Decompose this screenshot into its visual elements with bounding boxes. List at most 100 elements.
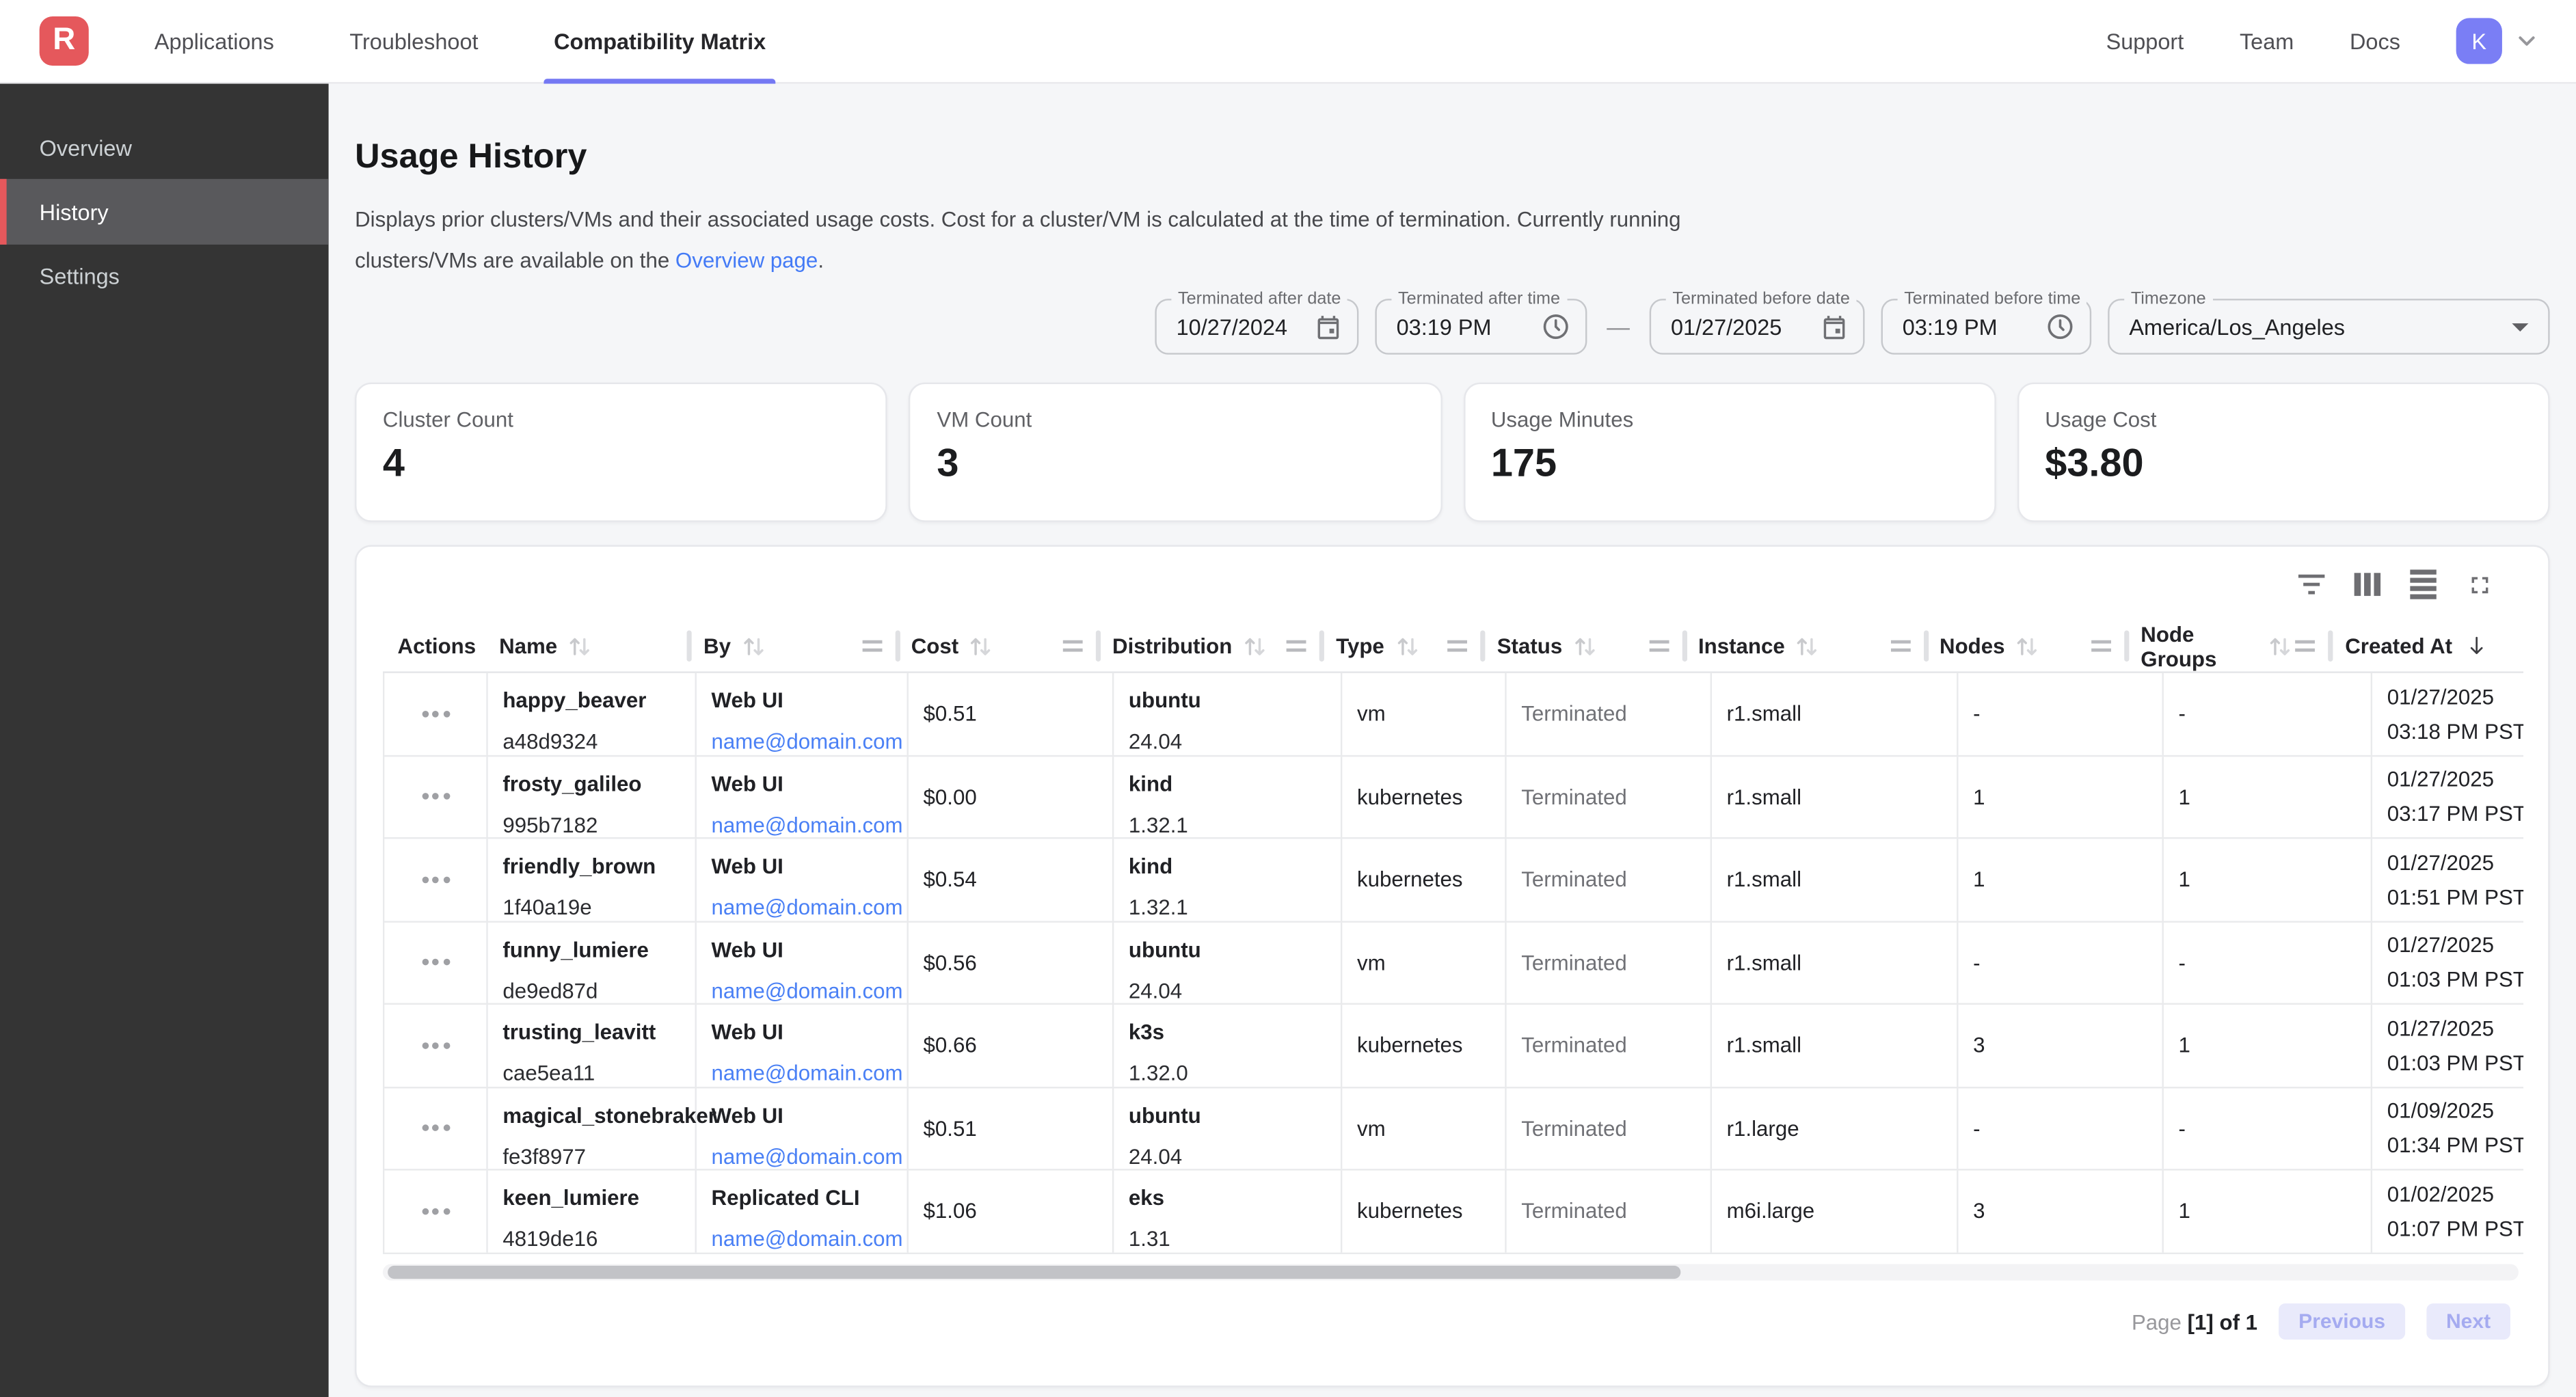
column-header-type[interactable]: Type	[1319, 621, 1483, 671]
column-header-distribution[interactable]: Distribution	[1095, 621, 1321, 671]
page-value: [1] of 1	[2187, 1309, 2258, 1334]
created-by-email-link[interactable]: name@domain.com	[711, 1143, 903, 1168]
cluster-name: funny_lumiere	[502, 936, 649, 962]
column-menu-icon[interactable]	[1447, 640, 1468, 652]
sidebar-item-overview[interactable]: Overview	[39, 135, 132, 161]
nav-link-support[interactable]: Support	[2106, 29, 2184, 54]
distribution-version: 1.32.0	[1128, 1060, 1188, 1085]
sidebar-item-settings[interactable]: Settings	[39, 263, 120, 288]
nav-tab-troubleshoot[interactable]: Troubleshoot	[349, 29, 479, 54]
field-value: 03:19 PM	[1396, 314, 1492, 339]
clock-icon[interactable]	[1541, 312, 1570, 341]
column-header-created-at[interactable]: Created At	[2329, 621, 2524, 671]
account-menu[interactable]: K	[2456, 18, 2540, 64]
stat-card-vm-count: VM Count 3	[909, 382, 1442, 522]
page-description: Displays prior clusters/VMs and their as…	[355, 199, 2550, 281]
created-by-email-link[interactable]: name@domain.com	[711, 729, 903, 754]
row-actions-button[interactable]	[384, 921, 488, 1003]
column-header-status[interactable]: Status	[1480, 621, 1683, 671]
field-label: Terminated before date	[1665, 288, 1857, 309]
nav-link-docs[interactable]: Docs	[2349, 29, 2400, 54]
row-actions-button[interactable]	[384, 1004, 488, 1086]
table-row: keen_lumiere 4819de16 Replicated CLI nam…	[382, 1170, 2524, 1253]
nav-tab-compatibility-matrix[interactable]: Compatibility Matrix	[544, 0, 776, 84]
fullscreen-icon[interactable]	[2466, 571, 2494, 599]
columns-icon[interactable]	[2354, 573, 2381, 596]
row-actions-button[interactable]	[384, 756, 488, 837]
distribution-version: 1.32.1	[1128, 811, 1188, 837]
pagination: Page [1] of 1 Previous Next	[2132, 1303, 2510, 1340]
nav-link-team[interactable]: Team	[2239, 29, 2294, 54]
status-value: Terminated	[1507, 839, 1713, 921]
created-by-email-link[interactable]: name@domain.com	[711, 1226, 903, 1251]
column-header-by[interactable]: By	[687, 621, 896, 671]
row-actions-button[interactable]	[384, 839, 488, 921]
data-table: Actions Name By Cost Distribution	[382, 621, 2524, 1253]
replicated-logo[interactable]: R	[39, 16, 89, 66]
density-icon[interactable]	[2410, 570, 2437, 599]
created-by-source: Web UI	[711, 688, 783, 713]
horizontal-scrollbar-thumb[interactable]	[388, 1265, 1681, 1279]
timezone-select[interactable]: Timezone America/Los_Angeles	[2108, 288, 2550, 355]
column-separator[interactable]	[894, 630, 900, 662]
created-by-email-link[interactable]: name@domain.com	[711, 977, 903, 1003]
sidebar-item-history[interactable]: History	[0, 178, 329, 245]
column-separator[interactable]	[1922, 630, 1929, 662]
column-header-name[interactable]: Name	[484, 621, 688, 671]
cost-value: $0.51	[909, 673, 1114, 755]
created-by-email-link[interactable]: name@domain.com	[711, 895, 903, 920]
row-actions-button[interactable]	[384, 1170, 488, 1252]
row-actions-button[interactable]	[384, 673, 488, 755]
table-header-row: Actions Name By Cost Distribution	[382, 621, 2524, 673]
column-header-nodes[interactable]: Nodes	[1922, 621, 2125, 671]
calendar-icon[interactable]	[1821, 313, 1849, 341]
column-menu-icon[interactable]	[1287, 640, 1306, 652]
created-by-source: Web UI	[711, 1019, 783, 1044]
column-separator[interactable]	[1319, 630, 1325, 662]
type-value: vm	[1342, 1087, 1507, 1169]
filter-icon[interactable]	[2298, 574, 2325, 595]
created-by-email-link[interactable]: name@domain.com	[711, 1060, 903, 1085]
more-horizontal-icon	[421, 793, 450, 800]
node-groups-value: 1	[2164, 1004, 2373, 1086]
overview-page-link[interactable]: Overview page	[675, 247, 818, 273]
row-actions-button[interactable]	[384, 1087, 488, 1169]
terminated-before-date-input[interactable]: Terminated before date 01/27/2025	[1649, 288, 1865, 355]
column-header-instance[interactable]: Instance	[1681, 621, 1924, 671]
nav-tab-applications[interactable]: Applications	[154, 29, 274, 54]
clock-icon[interactable]	[2045, 312, 2075, 341]
terminated-after-date-input[interactable]: Terminated after date 10/27/2024	[1155, 288, 1359, 355]
cost-value: $0.56	[909, 921, 1114, 1003]
column-separator[interactable]	[2329, 630, 2334, 662]
column-menu-icon[interactable]	[2296, 640, 2316, 652]
column-separator[interactable]	[1681, 630, 1687, 662]
column-menu-icon[interactable]	[2091, 640, 2112, 652]
sort-arrows-icon	[739, 634, 768, 658]
created-by-email-link[interactable]: name@domain.com	[711, 811, 903, 837]
table-body: happy_beaver a48d9324 Web UI name@domain…	[382, 673, 2524, 1253]
column-separator[interactable]	[1095, 630, 1101, 662]
column-menu-icon[interactable]	[1890, 640, 1910, 652]
column-separator[interactable]	[1480, 630, 1486, 662]
calendar-icon[interactable]	[1314, 313, 1342, 341]
column-separator[interactable]	[2124, 630, 2130, 662]
filter-range-separator: —	[1607, 313, 1630, 340]
terminated-after-time-input[interactable]: Terminated after time 03:19 PM	[1375, 288, 1587, 355]
column-header-node-groups[interactable]: Node Groups	[2124, 621, 2331, 671]
status-value: Terminated	[1507, 921, 1713, 1003]
terminated-before-time-input[interactable]: Terminated before time 03:19 PM	[1881, 288, 2092, 355]
column-header-cost[interactable]: Cost	[894, 621, 1097, 671]
sort-arrows-icon	[2013, 634, 2043, 658]
more-horizontal-icon	[421, 876, 450, 883]
stat-cards: Cluster Count 4 VM Count 3 Usage Minutes…	[355, 382, 2550, 522]
column-separator[interactable]	[687, 630, 693, 662]
column-menu-icon[interactable]	[1062, 640, 1083, 652]
created-time: 01:07 PM PST	[2387, 1216, 2524, 1241]
column-menu-icon[interactable]	[861, 640, 882, 652]
description-line2: clusters/VMs are available on the	[355, 247, 670, 273]
next-page-button[interactable]: Next	[2426, 1303, 2510, 1340]
column-menu-icon[interactable]	[1648, 640, 1669, 652]
field-label: Terminated after time	[1391, 288, 1567, 309]
created-at-cell: 01/27/2025 03:17 PM PST	[2372, 756, 2523, 837]
previous-page-button[interactable]: Previous	[2279, 1303, 2405, 1340]
